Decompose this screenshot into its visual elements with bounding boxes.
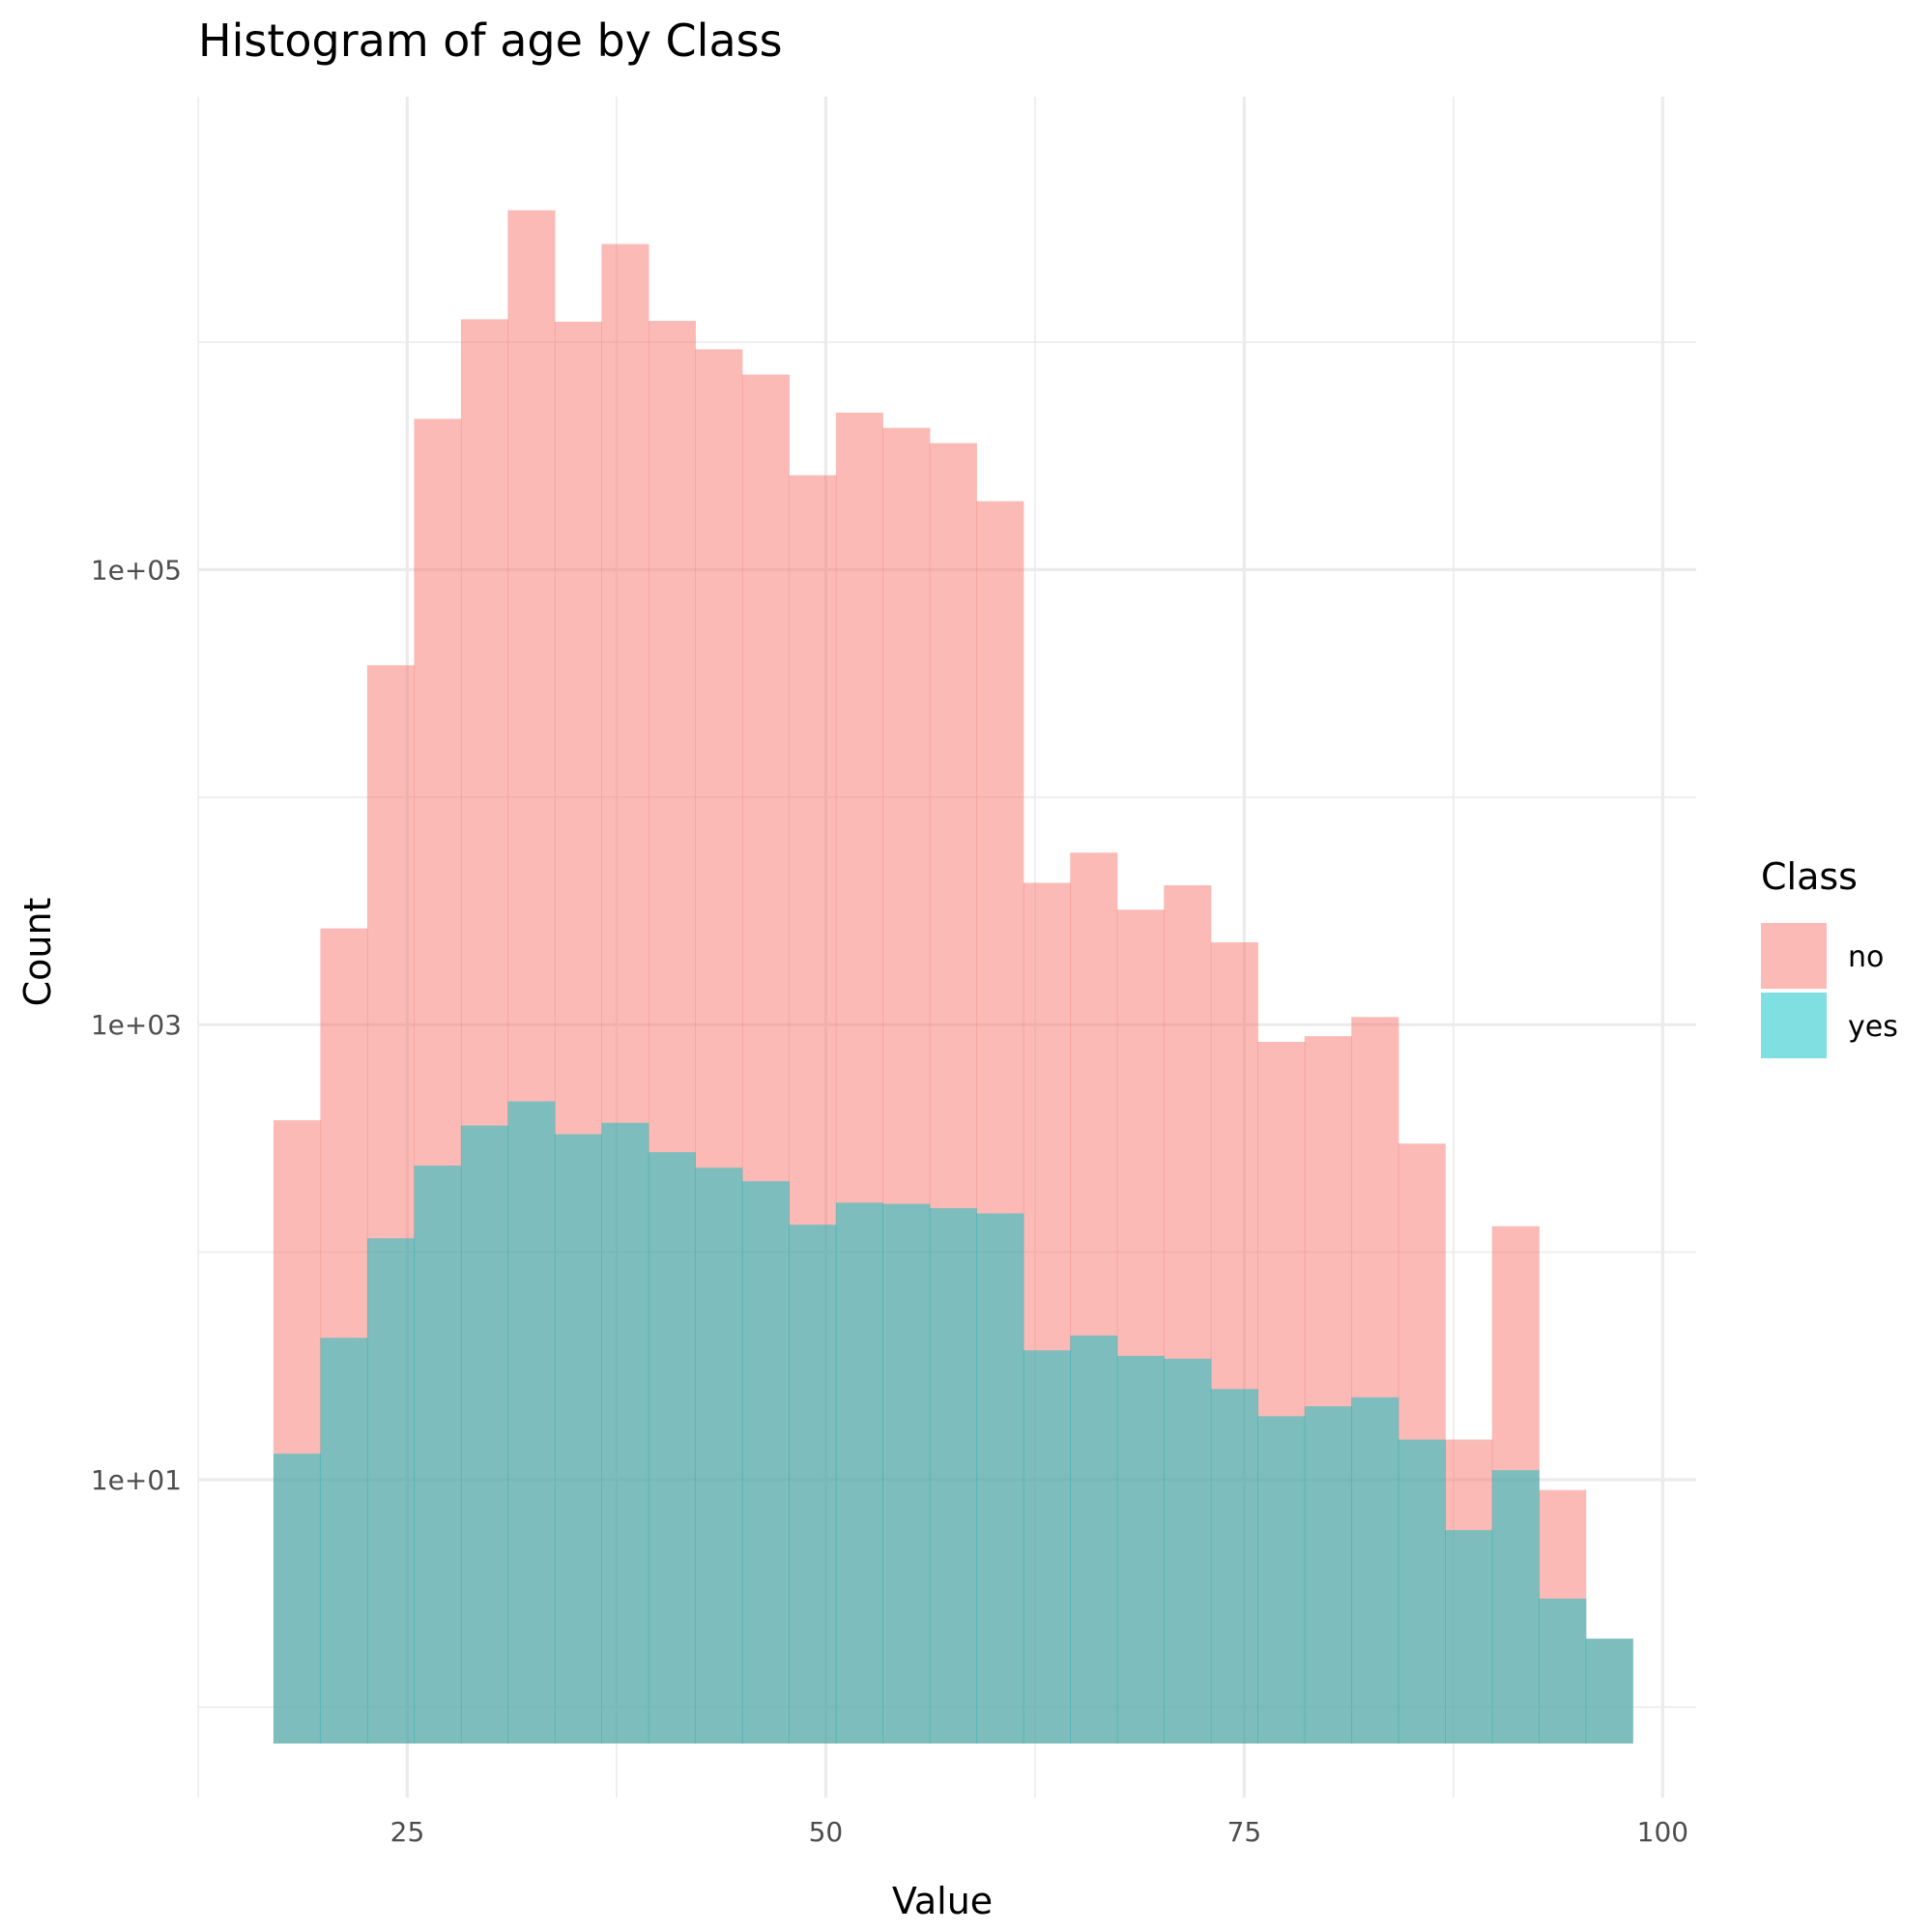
bar-yes — [1070, 1335, 1118, 1744]
bar-yes — [1304, 1406, 1352, 1744]
bar-yes — [1023, 1350, 1071, 1744]
legend-label-no: no — [1848, 940, 1884, 974]
bar-yes — [601, 1122, 649, 1744]
legend: Class no yes — [1761, 855, 1898, 1058]
bar-yes — [554, 1134, 602, 1744]
bar-yes — [789, 1225, 837, 1744]
bar-yes — [1210, 1389, 1258, 1744]
y-axis-tick-labels: 1e+01 1e+03 1e+05 — [91, 554, 182, 1496]
chart-title: Histogram of age by Class — [198, 14, 783, 67]
series-yes-bars — [273, 1101, 1633, 1744]
bar-yes — [1539, 1599, 1587, 1744]
x-tick-label: 100 — [1637, 1816, 1688, 1848]
bar-yes — [273, 1454, 322, 1744]
x-tick-label: 75 — [1227, 1816, 1262, 1848]
bar-yes — [507, 1101, 556, 1744]
y-tick-label: 1e+05 — [91, 554, 182, 586]
legend-title: Class — [1761, 855, 1858, 898]
bar-yes — [366, 1238, 416, 1744]
x-axis-tick-labels: 25 50 75 100 — [390, 1816, 1688, 1848]
bar-yes — [1164, 1358, 1212, 1744]
bar-yes — [1491, 1470, 1540, 1744]
bar-yes — [929, 1208, 977, 1744]
bar-yes — [835, 1202, 883, 1744]
y-tick-label: 1e+01 — [91, 1464, 182, 1496]
x-tick-label: 50 — [809, 1816, 844, 1848]
y-tick-label: 1e+03 — [91, 1009, 182, 1041]
x-tick-label: 25 — [390, 1816, 425, 1848]
y-axis-title: Count — [16, 898, 59, 1007]
bar-yes — [1351, 1397, 1399, 1744]
bar-yes — [1445, 1530, 1493, 1744]
bar-yes — [460, 1125, 508, 1744]
bar-yes — [882, 1203, 931, 1744]
bar-yes — [320, 1338, 368, 1744]
bar-yes — [1116, 1355, 1165, 1744]
legend-swatch-yes — [1761, 993, 1827, 1058]
bar-yes — [414, 1166, 462, 1744]
bar-yes — [1257, 1416, 1306, 1744]
bar-yes — [1398, 1439, 1446, 1744]
bar-yes — [695, 1168, 743, 1744]
legend-label-yes: yes — [1848, 1010, 1898, 1044]
legend-swatch-no — [1761, 923, 1827, 989]
bar-yes — [648, 1152, 696, 1744]
bar-yes — [976, 1213, 1024, 1744]
x-axis-title: Value — [892, 1880, 993, 1922]
bar-yes — [741, 1181, 790, 1744]
bar-yes — [1585, 1638, 1633, 1744]
